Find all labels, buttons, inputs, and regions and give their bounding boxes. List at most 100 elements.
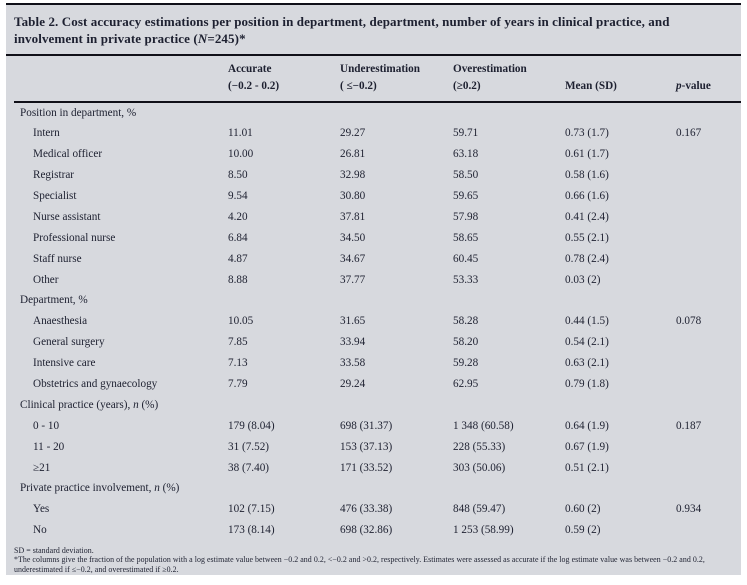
table-row: 11 - 20 31 (7.52) 153 (37.13) 228 (55.33) 0.… (14, 436, 741, 457)
cell-accurate: 31 (7.52) (228, 440, 270, 453)
cell-underestimation: 37.81 (340, 210, 366, 223)
cell-mean-sd: 0.59 (2) (565, 524, 601, 537)
cell-accurate: 10.05 (228, 315, 254, 328)
row-label: Anaesthesia (33, 315, 88, 328)
table-row: Obstetrics and gynaecology 7.79 29.24 62.95… (14, 374, 741, 395)
cell-mean-sd: 0.66 (1.6) (565, 189, 609, 202)
cell-mean-sd: 0.60 (2) (565, 503, 601, 516)
header-accurate-line1: Accurate (228, 63, 272, 76)
table-header: Accurate (−0.2 - 0.2) Underestimation ( … (14, 56, 741, 102)
row-label: 11 - 20 (33, 440, 65, 453)
cell-mean-sd: 0.58 (1.6) (565, 169, 609, 182)
cell-overestimation: 59.65 (453, 189, 479, 202)
cell-p-value: 0.934 (676, 503, 702, 516)
section-header-row: Position in department, % (14, 102, 741, 123)
cell-p-value: 0.187 (676, 419, 702, 432)
cell-underestimation: 476 (33.38) (340, 503, 393, 516)
row-label: Intern (33, 127, 60, 140)
cell-p-value (676, 520, 741, 541)
cell-p-value: 0.078 (676, 315, 702, 328)
table-row: Registrar 8.50 32.98 58.50 0.58 (1.6) (14, 165, 741, 186)
cell-p-value (676, 206, 741, 227)
cell-overestimation: 63.18 (453, 148, 479, 161)
table-row: Intern 11.01 29.27 59.71 0.73 (1.7) 0.167 (14, 123, 741, 144)
cell-p-value (676, 332, 741, 353)
cell-p-value (676, 144, 741, 165)
cell-mean-sd: 0.73 (1.7) (565, 127, 609, 140)
cell-p-value (676, 374, 741, 395)
cell-mean-sd: 0.67 (1.9) (565, 440, 609, 453)
cell-accurate: 8.50 (228, 169, 248, 182)
table-row: General surgery 7.85 33.94 58.20 0.54 (2.1) (14, 332, 741, 353)
cell-accurate: 179 (8.04) (228, 419, 275, 432)
table-row: Intensive care 7.13 33.58 59.28 0.63 (2.1) (14, 353, 741, 374)
cell-overestimation: 62.95 (453, 377, 479, 390)
row-label: 0 - 10 (33, 419, 60, 432)
cell-p-value (676, 269, 741, 290)
cell-p-value: 0.167 (676, 127, 702, 140)
cell-p-value (676, 227, 741, 248)
section-header-label: Position in department, % (20, 106, 137, 119)
cell-underestimation: 33.58 (340, 357, 366, 370)
table-title-n-italic: N (197, 30, 208, 46)
cell-underestimation: 26.81 (340, 148, 366, 161)
cell-accurate: 8.88 (228, 273, 248, 286)
cell-underestimation: 30.80 (340, 189, 366, 202)
cell-accurate: 7.13 (228, 357, 248, 370)
cell-p-value (676, 248, 741, 269)
table-row: Yes 102 (7.15) 476 (33.38) 848 (59.47) 0.60 … (14, 499, 741, 520)
cell-accurate: 4.87 (228, 252, 248, 265)
section-header-row: Department, % (14, 290, 741, 311)
header-overestimation: Overestimation (≥0.2) (453, 56, 565, 102)
table-row: Professional nurse 6.84 34.50 58.65 0.55 (2.… (14, 227, 741, 248)
cell-mean-sd: 0.51 (2.1) (565, 461, 609, 474)
header-mean-sd-label: Mean (SD) (565, 80, 617, 93)
row-label: Staff nurse (33, 252, 82, 265)
cell-underestimation: 698 (32.86) (340, 524, 393, 537)
cell-overestimation: 57.98 (453, 210, 479, 223)
cell-underestimation: 29.24 (340, 377, 366, 390)
row-label: Medical officer (33, 148, 103, 161)
row-label: Nurse assistant (33, 210, 101, 223)
row-label: No (33, 524, 47, 537)
table-title: Table 2. Cost accuracy estimations per p… (6, 5, 741, 54)
table-row: No 173 (8.14) 698 (32.86) 1 253 (58.99) 0.59… (14, 520, 741, 541)
table-footnotes: SD = standard deviation. *The columns gi… (6, 541, 741, 575)
cell-underestimation: 33.94 (340, 336, 366, 349)
table-row: Nurse assistant 4.20 37.81 57.98 0.41 (2.4) (14, 206, 741, 227)
cell-mean-sd: 0.41 (2.4) (565, 210, 609, 223)
cost-accuracy-table: Accurate (−0.2 - 0.2) Underestimation ( … (14, 56, 741, 540)
header-underestimation-line2: ( ≤−0.2) (340, 80, 377, 93)
cell-p-value (676, 353, 741, 374)
row-label: Yes (33, 503, 50, 516)
cell-p-value (676, 436, 741, 457)
cell-mean-sd: 0.44 (1.5) (565, 315, 609, 328)
header-p-value: p-value (676, 56, 741, 102)
row-label: Other (33, 273, 59, 286)
cell-underestimation: 153 (37.13) (340, 440, 393, 453)
table-row: Other 8.88 37.77 53.33 0.03 (2) (14, 269, 741, 290)
cell-underestimation: 32.98 (340, 169, 366, 182)
cell-overestimation: 848 (59.47) (453, 503, 506, 516)
cell-accurate: 9.54 (228, 189, 248, 202)
cell-overestimation: 1 348 (60.58) (453, 419, 514, 432)
cell-overestimation: 58.65 (453, 231, 479, 244)
cell-underestimation: 34.50 (340, 231, 366, 244)
row-label: Registrar (33, 169, 75, 182)
row-label: Specialist (33, 189, 77, 202)
section-header-row: Clinical practice (years), n (%) (14, 394, 741, 415)
cell-underestimation: 34.67 (340, 252, 366, 265)
header-row: Accurate (−0.2 - 0.2) Underestimation ( … (14, 56, 741, 102)
cell-accurate: 7.85 (228, 336, 248, 349)
cell-overestimation: 58.28 (453, 315, 479, 328)
section-header-label: Private practice involvement, n (%) (20, 482, 180, 495)
cell-accurate: 38 (7.40) (228, 461, 270, 474)
table-row: 0 - 10 179 (8.04) 698 (31.37) 1 348 (60.58)… (14, 415, 741, 436)
header-overestimation-line1: Overestimation (453, 63, 527, 76)
row-label: General surgery (33, 336, 105, 349)
table-title-suffix: =245)* (207, 30, 246, 46)
cell-overestimation: 303 (50.06) (453, 461, 506, 474)
cell-overestimation: 58.50 (453, 169, 479, 182)
header-overestimation-line2: (≥0.2) (453, 80, 481, 93)
cell-underestimation: 37.77 (340, 273, 366, 286)
